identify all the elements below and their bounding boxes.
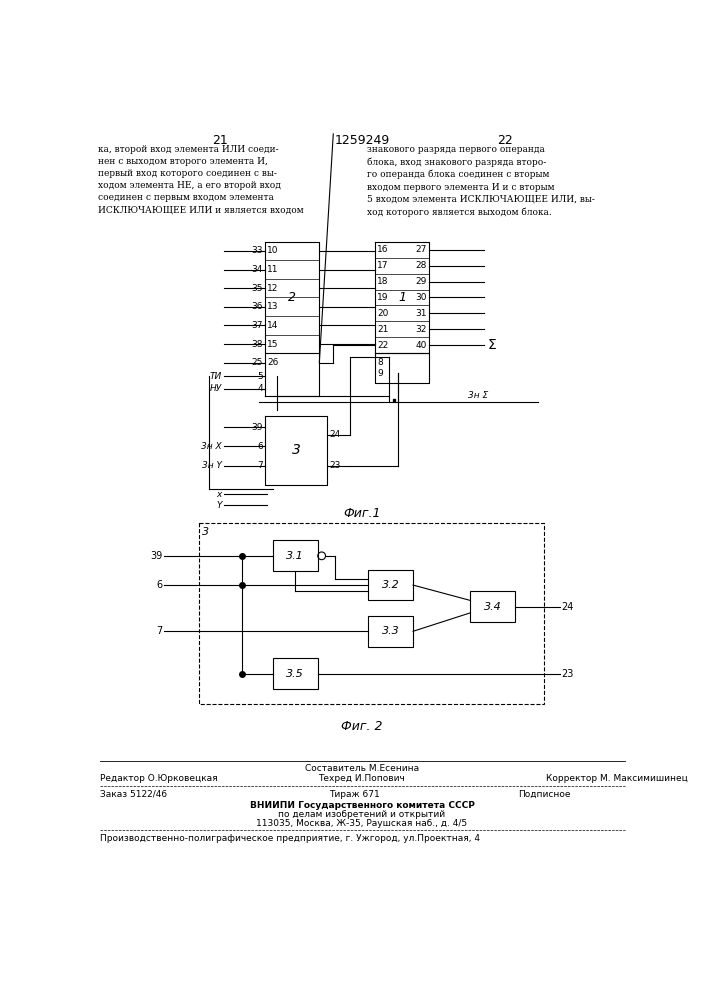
Text: ВНИИПИ Государственного комитета СССР: ВНИИПИ Государственного комитета СССР — [250, 801, 474, 810]
Text: Фиг.1: Фиг.1 — [343, 507, 380, 520]
Text: 3н Σ: 3н Σ — [468, 391, 489, 400]
Text: Производственно-полиграфическое предприятие, г. Ужгород, ул.Проектная, 4: Производственно-полиграфическое предприя… — [100, 834, 480, 843]
Text: 4: 4 — [257, 384, 263, 393]
Text: Тираж 671: Тираж 671 — [329, 790, 380, 799]
Text: 11: 11 — [267, 265, 279, 274]
Text: по делам изобретений и открытий: по делам изобретений и открытий — [279, 810, 445, 819]
Text: 24: 24 — [561, 602, 573, 612]
Text: ТИ: ТИ — [209, 372, 222, 381]
Text: 28: 28 — [416, 261, 427, 270]
Text: Корректор М. Максимишинец: Корректор М. Максимишинец — [546, 774, 687, 783]
Bar — [273, 658, 317, 689]
Text: 3.4: 3.4 — [484, 602, 502, 612]
Text: 3.2: 3.2 — [382, 580, 399, 590]
Text: 3: 3 — [202, 527, 209, 537]
Text: 15: 15 — [267, 340, 279, 349]
Text: 35: 35 — [251, 284, 263, 293]
Text: 6: 6 — [257, 442, 263, 451]
Text: 1259249: 1259249 — [334, 134, 390, 147]
Text: знакового разряда первого операнда
блока, вход знакового разряда второ-
го опера: знакового разряда первого операнда блока… — [368, 145, 595, 217]
Text: 34: 34 — [252, 265, 263, 274]
Bar — [470, 591, 515, 622]
Text: 30: 30 — [416, 293, 427, 302]
Bar — [368, 616, 413, 647]
Text: Фиг. 2: Фиг. 2 — [341, 720, 382, 733]
Text: 18: 18 — [378, 277, 389, 286]
Bar — [273, 540, 317, 571]
Text: 12: 12 — [267, 284, 279, 293]
Bar — [368, 570, 413, 600]
Text: 39: 39 — [251, 423, 263, 432]
Text: Редактор О.Юрковецкая: Редактор О.Юрковецкая — [100, 774, 218, 783]
Text: 8: 8 — [378, 358, 383, 367]
Text: 2: 2 — [288, 291, 296, 304]
Text: 3н X: 3н X — [201, 442, 222, 451]
Text: 29: 29 — [416, 277, 427, 286]
Text: 21: 21 — [212, 134, 228, 147]
Text: 3: 3 — [292, 443, 300, 457]
Text: 25: 25 — [252, 358, 263, 367]
Text: 10: 10 — [267, 246, 279, 255]
Text: 38: 38 — [251, 340, 263, 349]
Text: Заказ 5122/46: Заказ 5122/46 — [100, 790, 167, 799]
Text: 113035, Москва, Ж-35, Раушская наб., д. 4/5: 113035, Москва, Ж-35, Раушская наб., д. … — [257, 819, 467, 828]
Text: 17: 17 — [378, 261, 389, 270]
Text: 6: 6 — [157, 580, 163, 590]
Text: 37: 37 — [251, 321, 263, 330]
Text: 3.5: 3.5 — [286, 669, 304, 679]
Text: 16: 16 — [378, 245, 389, 254]
Bar — [199, 523, 544, 704]
Text: 31: 31 — [416, 309, 427, 318]
Text: 5: 5 — [257, 372, 263, 381]
Text: 14: 14 — [267, 321, 279, 330]
Text: 3.1: 3.1 — [286, 551, 304, 561]
Text: Техред И.Попович: Техред И.Попович — [319, 774, 405, 783]
Text: 13: 13 — [267, 302, 279, 311]
Text: НУ: НУ — [209, 384, 222, 393]
Text: 22: 22 — [378, 341, 389, 350]
Text: 3н Y: 3н Y — [201, 461, 222, 470]
Text: Подписное: Подписное — [518, 790, 571, 799]
Text: Y: Y — [216, 500, 222, 510]
Text: x: x — [216, 490, 222, 499]
Text: 23: 23 — [561, 669, 573, 679]
Text: Составитель М.Есенина: Составитель М.Есенина — [305, 764, 419, 773]
Text: 7: 7 — [156, 626, 163, 636]
Text: 40: 40 — [416, 341, 427, 350]
Text: 27: 27 — [416, 245, 427, 254]
Text: Σ: Σ — [488, 338, 496, 352]
Text: 24: 24 — [329, 430, 341, 439]
Text: 39: 39 — [151, 551, 163, 561]
Text: 20: 20 — [378, 309, 389, 318]
Text: 26: 26 — [267, 358, 279, 367]
Text: ка, второй вход элемента ИЛИ соеди-
нен с выходом второго элемента И,
первый вхо: ка, второй вход элемента ИЛИ соеди- нен … — [98, 145, 303, 214]
Text: 21: 21 — [378, 325, 389, 334]
Text: 3.3: 3.3 — [382, 626, 399, 636]
Text: 9: 9 — [378, 369, 383, 378]
Text: 22: 22 — [497, 134, 513, 147]
Text: 7: 7 — [257, 461, 263, 470]
Text: 32: 32 — [416, 325, 427, 334]
Text: 1: 1 — [398, 291, 407, 304]
Text: 19: 19 — [378, 293, 389, 302]
Text: 23: 23 — [329, 461, 341, 470]
Text: 33: 33 — [251, 246, 263, 255]
Text: 36: 36 — [251, 302, 263, 311]
